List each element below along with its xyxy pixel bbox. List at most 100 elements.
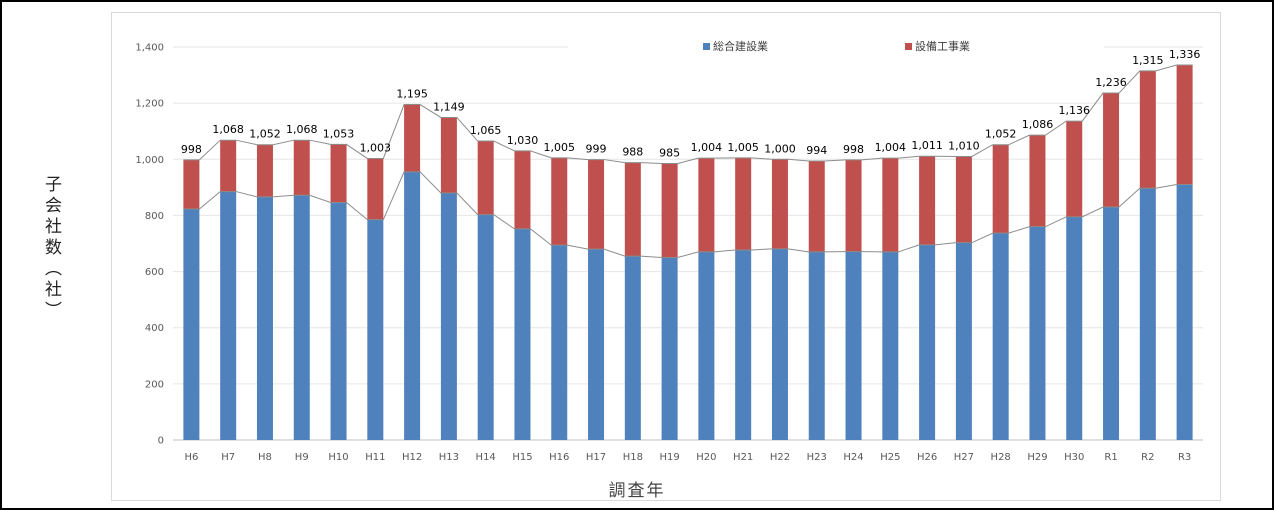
total-data-label: 1,149 [433,100,465,113]
x-tick-label: R1 [1104,452,1117,463]
bar-設備工事業 [477,141,494,215]
x-tick-label: H23 [807,452,827,463]
bar-設備工事業 [183,159,200,209]
total-data-label: 1,000 [764,142,796,155]
total-data-label: 1,086 [1022,118,1054,131]
total-data-label: 1,068 [286,123,318,136]
total-data-label: 1,315 [1132,54,1164,67]
x-tick-label: H16 [549,452,569,463]
bar-設備工事業 [1029,135,1046,227]
bar-設備工事業 [1139,70,1156,189]
bar-設備工事業 [808,160,825,252]
bar-設備工事業 [661,163,678,258]
bar-総合建設業 [220,191,237,440]
bar-総合建設業 [1103,207,1120,440]
bar-総合建設業 [256,196,273,440]
bar-総合建設業 [514,228,531,440]
x-tick-label: H14 [476,452,496,463]
bar-設備工事業 [588,159,605,250]
total-data-label: 998 [843,143,864,156]
total-data-label: 985 [659,146,680,159]
total-data-label: 1,195 [396,88,428,101]
x-tick-label: H27 [954,452,974,463]
bar-総合建設業 [330,202,347,440]
bar-設備工事業 [440,117,457,193]
y-tick-label: 800 [145,211,164,222]
bar-総合建設業 [588,249,605,440]
bar-総合建設業 [624,256,641,440]
bar-設備工事業 [293,140,310,196]
x-tick-label: H21 [733,452,753,463]
y-tick-label: 200 [145,379,164,390]
total-data-label: 1,052 [249,128,281,141]
x-tick-label: H8 [258,452,272,463]
y-tick-label: 600 [145,267,164,278]
x-tick-label: R2 [1141,452,1154,463]
bar-設備工事業 [330,144,347,203]
bar-総合建設業 [183,208,200,440]
x-tick-label: R3 [1178,452,1191,463]
bar-設備工事業 [992,144,1009,234]
y-axis-label: 子会社数（社） [41,175,61,322]
bar-総合建設業 [661,257,678,440]
x-tick-label: H12 [402,452,422,463]
x-tick-label: H26 [917,452,937,463]
bar-設備工事業 [256,144,273,197]
total-data-label: 988 [622,146,643,159]
x-tick-label: H20 [696,452,716,463]
bar-設備工事業 [404,104,421,172]
bar-設備工事業 [367,158,384,220]
total-data-label: 1,004 [875,141,907,154]
bar-設備工事業 [1103,93,1120,208]
total-data-label: 1,004 [691,141,723,154]
total-data-label: 1,005 [727,141,759,154]
bar-設備工事業 [551,157,568,246]
legend-swatch-設備工事業 [905,43,912,50]
x-tick-label: H29 [1027,452,1047,463]
bar-総合建設業 [477,214,494,440]
x-tick-label: H11 [365,452,385,463]
y-tick-label: 1,400 [135,43,164,54]
bar-設備工事業 [698,158,715,252]
x-tick-label: H22 [770,452,790,463]
legend-swatch-総合建設業 [703,43,710,50]
legend-box [568,36,1104,58]
bar-設備工事業 [955,156,972,243]
legend-label: 総合建設業 [713,39,768,53]
total-data-label: 1,030 [507,134,539,147]
x-axis-label: 調査年 [608,481,666,501]
bar-総合建設業 [771,248,788,440]
series-line-総合建設業 [183,171,1193,259]
total-data-label: 994 [806,144,827,157]
total-data-label: 1,003 [360,141,392,154]
total-data-label: 998 [181,143,202,156]
bar-総合建設業 [293,195,310,440]
bar-設備工事業 [882,158,899,252]
bar-総合建設業 [955,242,972,440]
total-data-label: 1,010 [948,139,980,152]
total-data-label: 1,236 [1095,76,1127,89]
total-data-label: 1,065 [470,124,502,137]
x-tick-label: H10 [328,452,348,463]
bar-総合建設業 [698,251,715,440]
y-tick-label: 0 [158,436,164,447]
x-tick-label: H7 [221,452,235,463]
bar-総合建設業 [404,171,421,441]
bar-設備工事業 [624,162,641,257]
bar-設備工事業 [220,140,237,192]
bar-総合建設業 [367,219,384,440]
bar-設備工事業 [735,157,752,250]
total-data-label: 1,005 [544,141,576,154]
bar-総合建設業 [1066,216,1083,440]
bar-総合建設業 [1139,188,1156,440]
total-data-label: 1,068 [212,123,244,136]
total-data-label: 1,052 [985,128,1017,141]
x-tick-label: H17 [586,452,606,463]
bar-設備工事業 [1176,64,1193,185]
x-tick-label: H9 [295,452,309,463]
x-tick-label: H13 [439,452,459,463]
x-tick-label: H6 [184,452,198,463]
total-data-label: 1,336 [1169,48,1201,61]
total-data-label: 1,053 [323,127,355,140]
